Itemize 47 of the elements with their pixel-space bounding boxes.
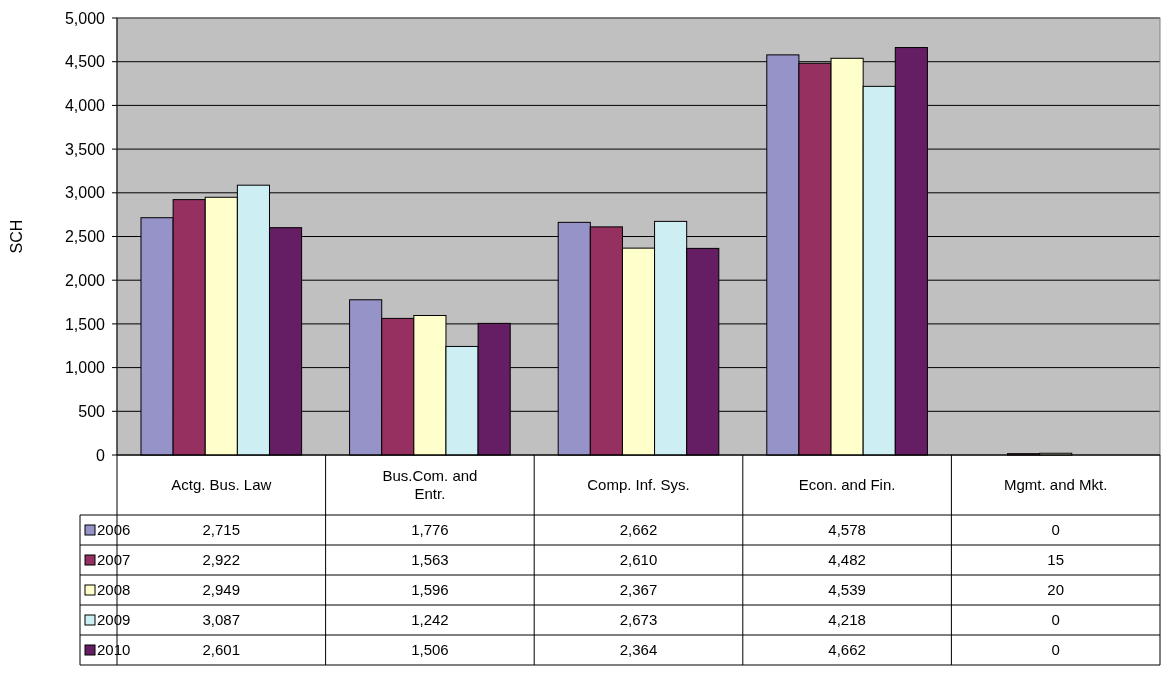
- data-label: 2,673: [619, 611, 658, 629]
- x-tick-label: Comp. Inf. Sys.: [587, 476, 690, 494]
- legend-label: 2008: [97, 581, 131, 599]
- y-tick-label: 1,000: [64, 359, 106, 377]
- y-axis-title: SCH: [8, 219, 25, 254]
- y-tick-label: 500: [78, 402, 106, 420]
- data-label: 4,662: [828, 641, 866, 659]
- legend-label: 2009: [97, 611, 131, 629]
- data-label: 2,715: [202, 521, 241, 539]
- data-label: 20: [1047, 581, 1065, 599]
- y-tick-label: 4,000: [64, 97, 106, 114]
- data-label: 15: [1047, 551, 1065, 569]
- data-label: 1,596: [411, 581, 449, 599]
- legend-label: 2006: [97, 521, 131, 539]
- data-label: 0: [1051, 611, 1060, 629]
- data-label: 1,242: [411, 611, 449, 629]
- x-tick-label: Econ. and Fin.: [798, 476, 896, 494]
- y-tick-label: 3,500: [64, 140, 106, 158]
- data-label: 4,482: [828, 551, 866, 569]
- legend-label: 2007: [97, 551, 131, 569]
- y-tick-label: 2,000: [64, 271, 106, 289]
- data-label: 2,922: [202, 551, 241, 569]
- y-tick-label: 5,000: [64, 9, 106, 27]
- legend-label: 2010: [97, 641, 131, 659]
- x-tick-label: Mgmt. and Mkt.: [1004, 476, 1108, 494]
- data-label: 2,662: [619, 521, 658, 539]
- data-label: 1,506: [411, 641, 449, 659]
- data-label: 2,364: [619, 641, 658, 659]
- x-tick-label: Bus.Com. and Entr.: [382, 467, 478, 503]
- data-label: 2,601: [202, 641, 241, 659]
- data-label: 2,949: [202, 581, 241, 599]
- y-tick-label: 1,500: [64, 315, 106, 333]
- data-label: 1,563: [411, 551, 449, 569]
- x-tick-label: Actg. Bus. Law: [171, 476, 272, 494]
- data-label: 3,087: [202, 611, 241, 629]
- y-tick-label: 4,500: [64, 53, 106, 71]
- y-tick-label: 0: [96, 446, 106, 464]
- y-tick-label: 2,500: [64, 228, 106, 246]
- data-label: 4,578: [828, 521, 866, 539]
- data-label: 1,776: [411, 521, 449, 539]
- y-tick-label: 3,000: [64, 184, 106, 202]
- data-label: 0: [1051, 641, 1060, 659]
- data-label: 0: [1051, 521, 1060, 539]
- data-label: 2,367: [619, 581, 658, 599]
- data-label: 4,539: [828, 581, 866, 599]
- data-label: 2,610: [619, 551, 658, 569]
- data-label: 4,218: [828, 611, 866, 629]
